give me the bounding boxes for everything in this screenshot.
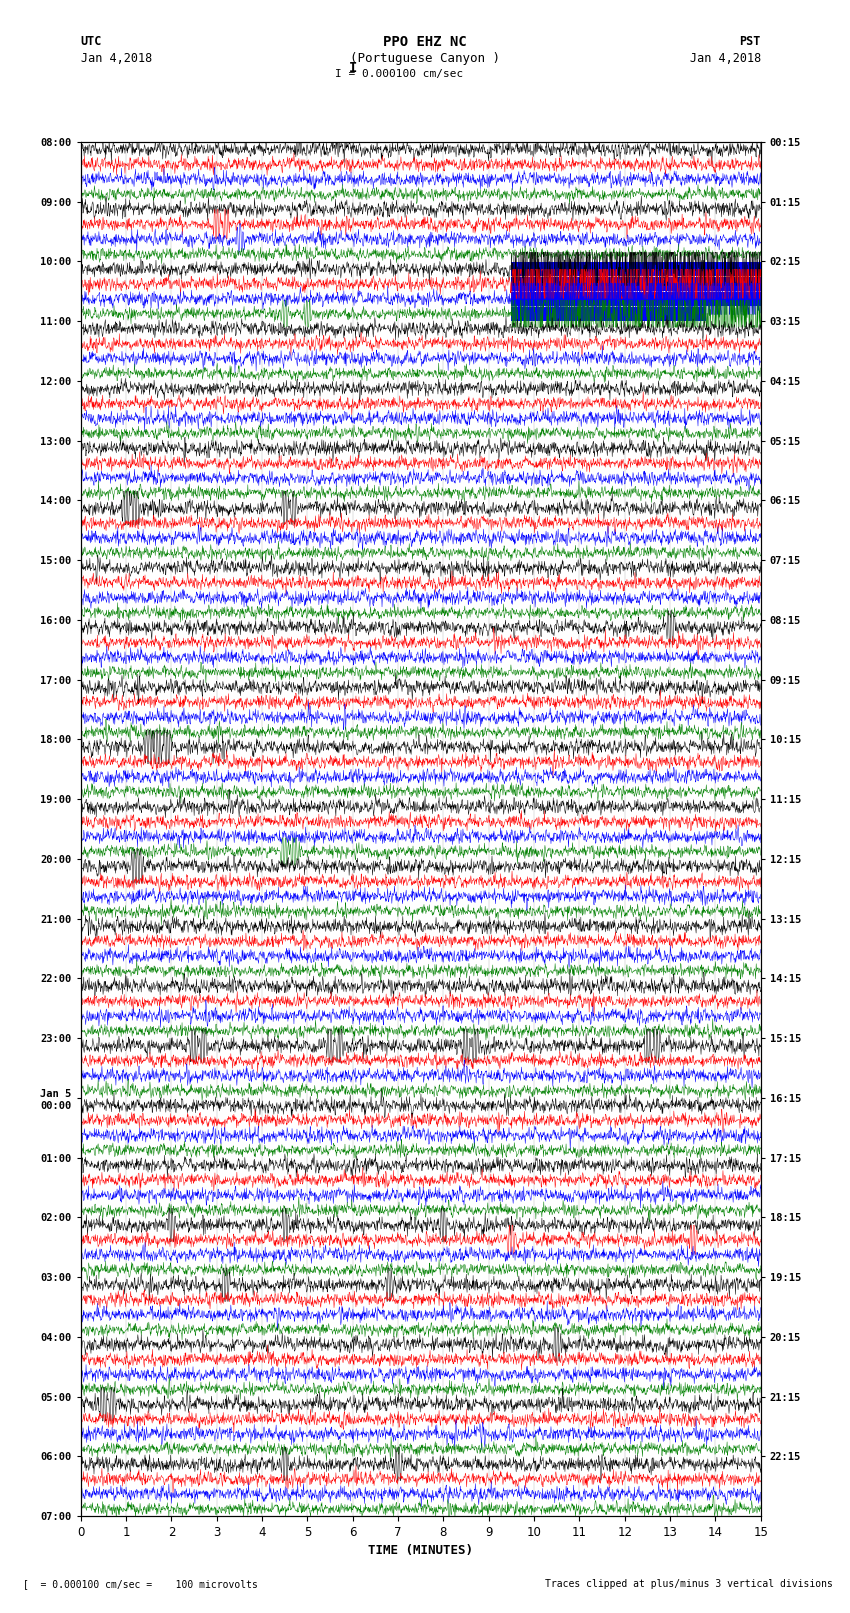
Bar <box>512 277 761 290</box>
Text: Traces clipped at plus/minus 3 vertical divisions: Traces clipped at plus/minus 3 vertical … <box>545 1579 833 1589</box>
Text: Jan 4,2018: Jan 4,2018 <box>689 52 761 65</box>
Text: I: I <box>348 61 357 74</box>
Text: PST: PST <box>740 35 761 48</box>
Text: (Portuguese Canyon ): (Portuguese Canyon ) <box>350 52 500 65</box>
X-axis label: TIME (MINUTES): TIME (MINUTES) <box>368 1545 473 1558</box>
Bar <box>512 306 706 321</box>
Text: Jan 4,2018: Jan 4,2018 <box>81 52 152 65</box>
Bar <box>512 292 761 306</box>
Text: I = 0.000100 cm/sec: I = 0.000100 cm/sec <box>336 69 463 79</box>
Text: [  = 0.000100 cm/sec =    100 microvolts: [ = 0.000100 cm/sec = 100 microvolts <box>17 1579 258 1589</box>
Text: UTC: UTC <box>81 35 102 48</box>
Bar <box>512 261 761 276</box>
Text: PPO EHZ NC: PPO EHZ NC <box>383 35 467 50</box>
